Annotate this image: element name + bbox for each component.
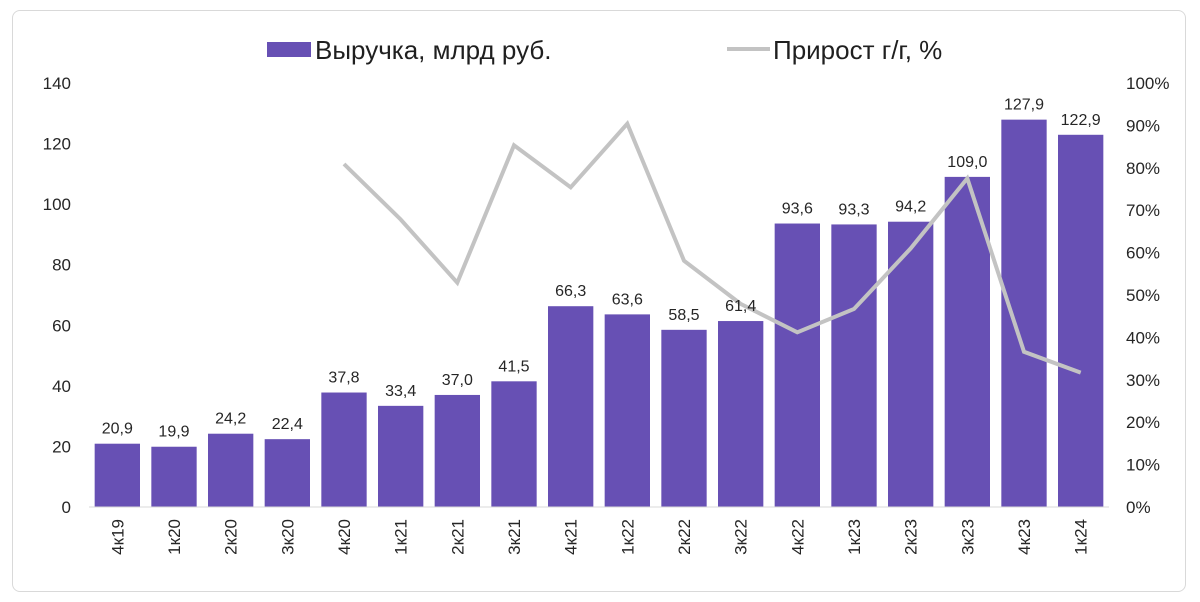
x-axis-tick-label: 1к24	[1072, 519, 1091, 555]
x-axis-tick-label: 3к21	[505, 519, 524, 555]
right-axis-tick-label: 40%	[1126, 328, 1160, 347]
revenue-data-label: 22,4	[272, 416, 303, 433]
revenue-data-label: 66,3	[555, 283, 586, 300]
left-axis-tick-label: 0	[62, 498, 71, 517]
revenue-data-label: 61,4	[725, 298, 756, 315]
x-axis-tick-label: 4к20	[335, 519, 354, 555]
right-axis-tick-label: 0%	[1126, 498, 1151, 517]
x-axis: 4к19 1к20 2к20 3к20 4к20 1к21 2к21 3к21 4к21 1к22…	[89, 506, 1109, 555]
revenue-data-label: 58,5	[668, 307, 699, 324]
revenue-data-label: 93,6	[782, 201, 813, 218]
revenue-data-label: 63,6	[612, 291, 643, 308]
left-axis: 0 20 40 60 80 100 120 140	[43, 74, 71, 517]
x-axis-tick-label: 3к23	[958, 519, 977, 555]
revenue-bar	[434, 394, 480, 507]
x-axis-tick-label: 2к23	[902, 519, 921, 555]
chart-frame: Выручка, млрд руб. Прирост г/г, % 0 20 40 6…	[12, 10, 1186, 592]
revenue-data-label: 20,9	[102, 421, 133, 438]
x-axis-tick-label: 3к20	[278, 519, 297, 555]
revenue-bar	[604, 314, 650, 507]
right-axis-tick-label: 70%	[1126, 201, 1160, 220]
revenue-data-label: 24,2	[215, 411, 246, 428]
revenue-bar	[1058, 134, 1104, 507]
revenue-bar	[1001, 119, 1047, 507]
legend-label-growth: Прирост г/г, %	[773, 35, 942, 65]
right-axis-tick-label: 20%	[1126, 413, 1160, 432]
right-axis: 0% 10% 20% 30% 40% 50% 60% 70% 80% 90% 100%	[1126, 74, 1169, 517]
revenue-bars	[94, 119, 1104, 508]
x-axis-tick-label: 3к22	[732, 519, 751, 555]
x-axis-tick-label: 2к22	[675, 519, 694, 555]
revenue-bar	[378, 405, 424, 507]
x-axis-tick-label: 4к21	[562, 519, 581, 555]
x-axis-tick-label: 1к23	[845, 519, 864, 555]
left-axis-tick-label: 20	[52, 437, 71, 456]
left-axis-tick-label: 60	[52, 316, 71, 335]
x-axis-tick-label: 1к21	[392, 519, 411, 555]
revenue-bar	[888, 221, 934, 508]
right-axis-tick-label: 100%	[1126, 74, 1169, 93]
x-axis-tick-label: 4к23	[1015, 519, 1034, 555]
legend-label-revenue: Выручка, млрд руб.	[315, 35, 551, 65]
x-axis-tick-label: 1к20	[165, 519, 184, 555]
revenue-data-label: 33,4	[385, 383, 416, 400]
revenue-data-label: 19,9	[158, 424, 189, 441]
revenue-bar	[831, 224, 877, 508]
right-axis-tick-label: 30%	[1126, 371, 1160, 390]
revenue-bar	[321, 392, 367, 507]
x-axis-tick-label: 2к21	[448, 519, 467, 555]
right-axis-tick-label: 90%	[1126, 116, 1160, 135]
growth-line	[342, 119, 1082, 375]
revenue-bar	[774, 223, 820, 508]
revenue-bar	[548, 306, 594, 507]
revenue-bar	[208, 433, 254, 507]
x-axis-tick-label: 4к19	[108, 519, 127, 555]
right-axis-tick-label: 80%	[1126, 159, 1160, 178]
revenue-data-label: 93,3	[838, 201, 869, 218]
right-axis-tick-label: 10%	[1126, 456, 1160, 475]
left-axis-tick-label: 140	[43, 74, 71, 93]
legend-swatch-revenue	[267, 42, 311, 57]
revenue-data-label: 122,9	[1061, 112, 1101, 129]
left-axis-tick-label: 120	[43, 135, 71, 154]
left-axis-tick-label: 80	[52, 256, 71, 275]
revenue-data-label: 37,8	[328, 370, 359, 387]
revenue-data-label: 109,0	[947, 154, 987, 171]
revenue-data-label: 37,0	[442, 372, 473, 389]
revenue-bar	[94, 443, 140, 507]
right-axis-tick-label: 60%	[1126, 244, 1160, 263]
right-axis-tick-label: 50%	[1126, 286, 1160, 305]
left-axis-tick-label: 40	[52, 377, 71, 396]
x-axis-tick-label: 4к22	[788, 519, 807, 555]
growth-line-path	[342, 119, 1082, 375]
revenue-bar	[151, 446, 197, 507]
left-axis-tick-label: 100	[43, 195, 71, 214]
revenue-bar	[661, 329, 707, 507]
revenue-data-label: 94,2	[895, 199, 926, 216]
revenue-bar	[944, 176, 990, 507]
x-axis-tick-label: 1к22	[618, 519, 637, 555]
revenue-bar	[718, 321, 764, 507]
legend: Выручка, млрд руб. Прирост г/г, %	[267, 35, 942, 65]
revenue-data-label: 41,5	[498, 358, 529, 375]
revenue-data-label: 127,9	[1004, 97, 1044, 114]
bar-data-labels: 20,9 19,9 24,2 22,4 37,8 33,4 37,0 41,5 66,3 63,6…	[102, 97, 1101, 441]
revenue-chart: Выручка, млрд руб. Прирост г/г, % 0 20 40 6…	[43, 35, 1170, 555]
x-axis-tick-label: 2к20	[222, 519, 241, 555]
revenue-bar	[264, 439, 310, 507]
revenue-bar	[491, 381, 537, 507]
